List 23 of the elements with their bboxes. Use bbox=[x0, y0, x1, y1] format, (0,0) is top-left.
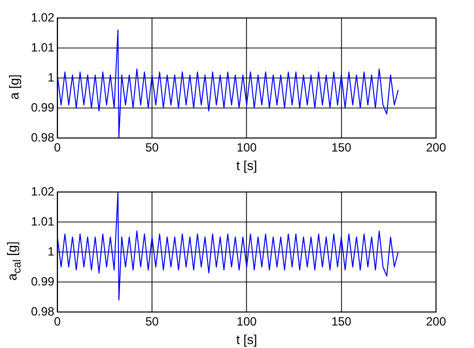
x-tick-label: 50 bbox=[145, 314, 160, 329]
x-tick-label: 0 bbox=[54, 314, 62, 329]
y-tick-label: 1.02 bbox=[30, 184, 55, 198]
x-tick-label: 200 bbox=[426, 140, 446, 155]
x-tick-label: 100 bbox=[236, 140, 258, 155]
y-tick-label: 0.98 bbox=[30, 130, 55, 144]
x-axis-title: t [s] bbox=[236, 158, 258, 173]
y-tick-label: 0.99 bbox=[30, 100, 55, 114]
y-tick-label: 1 bbox=[48, 70, 55, 84]
x-tick-label: 150 bbox=[331, 314, 352, 329]
x-tick-label: 50 bbox=[145, 140, 160, 155]
x-tick-label: 200 bbox=[426, 314, 446, 329]
y-tick-label: 0.98 bbox=[30, 304, 55, 318]
y-tick-label: 1.01 bbox=[30, 40, 55, 54]
y-tick-label: 0.99 bbox=[30, 274, 55, 288]
x-tick-label: 150 bbox=[331, 140, 352, 155]
x-axis-title: t [s] bbox=[236, 332, 258, 347]
y-axis-title: a [g] bbox=[6, 74, 22, 100]
x-tick-label: 100 bbox=[236, 314, 258, 329]
x-tick-label: 0 bbox=[54, 140, 62, 155]
y-tick-label: 1.01 bbox=[30, 214, 55, 228]
y-tick-label: 1.02 bbox=[30, 10, 55, 24]
y-tick-label: 1 bbox=[48, 244, 55, 258]
